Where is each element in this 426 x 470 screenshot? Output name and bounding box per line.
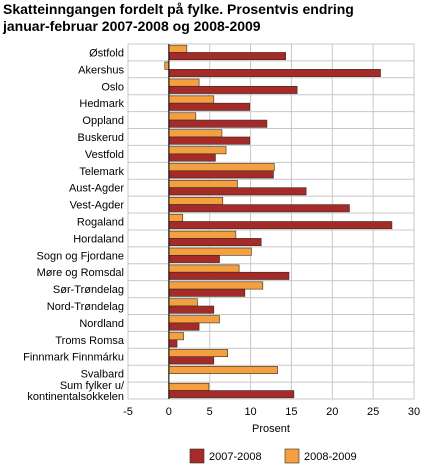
bar-2007-2008 — [168, 221, 393, 230]
legend: 2007-2008 2008-2009 — [189, 448, 357, 464]
bar-2007-2008 — [168, 322, 200, 331]
chart-title-line-1: Skatteinngangen fordelt på fylke. Prosen… — [3, 1, 354, 17]
bar-2008-2009 — [168, 366, 278, 374]
bar-2008-2009 — [168, 44, 188, 53]
category-label: Aust-Agder — [69, 183, 124, 195]
bar-2007-2008 — [168, 187, 307, 196]
category-label: Finnmark Finnmárku — [23, 352, 124, 364]
bar-2008-2009 — [168, 146, 227, 155]
bar-2008-2009 — [168, 315, 220, 324]
category-label: kontinentalsokkelen — [27, 391, 124, 403]
category-label: Hedmark — [79, 98, 124, 110]
category-label: Hordaland — [73, 233, 124, 245]
x-tick-label: 10 — [244, 406, 256, 418]
category-label: Vestfold — [85, 149, 124, 161]
bar-2008-2009 — [168, 264, 240, 273]
category-label: Troms Romsa — [55, 335, 125, 347]
bar-2008-2009 — [168, 349, 228, 358]
bar-2007-2008 — [168, 305, 215, 314]
category-label: Svalbard — [81, 369, 124, 381]
bar-2007-2008 — [168, 69, 381, 77]
legend-swatch — [189, 448, 205, 464]
bar-2007-2008 — [168, 288, 246, 297]
bar-2007-2008 — [168, 390, 295, 399]
bar-2007-2008 — [168, 102, 251, 111]
category-label: Buskerud — [78, 132, 124, 144]
bar-2008-2009 — [168, 213, 184, 222]
category-label: Telemark — [79, 166, 124, 178]
bar-2008-2009 — [168, 112, 197, 121]
bar-2008-2009 — [168, 247, 252, 256]
x-tick-labels: -5 0 5 10 15 20 25 30 — [123, 406, 420, 418]
bar-2008-2009 — [168, 78, 200, 87]
x-tick-label: 25 — [367, 406, 379, 418]
category-label: Oslo — [101, 81, 124, 93]
x-axis-label: Prosent — [252, 423, 290, 435]
category-label: Sum fylker u/ — [60, 380, 125, 392]
category-label: Nord-Trøndelag — [47, 301, 124, 313]
bar-2007-2008 — [168, 85, 298, 94]
bar-2007-2008 — [168, 136, 251, 145]
bar-2008-2009 — [168, 163, 275, 172]
category-label: Vest-Agder — [70, 200, 125, 212]
bar-2008-2009 — [168, 281, 264, 290]
bar-2007-2008 — [168, 204, 350, 213]
chart-title-line-2: januar-februar 2007-2008 og 2008-2009 — [3, 18, 261, 34]
bar-2007-2008 — [168, 356, 215, 365]
legend-swatch — [284, 448, 300, 464]
bar-2008-2009 — [168, 180, 238, 188]
bar-2007-2008 — [168, 52, 287, 61]
bar-2007-2008 — [168, 255, 220, 263]
category-label: Sør-Trøndelag — [53, 284, 124, 296]
category-label: Oppland — [82, 115, 124, 127]
bar-2007-2008 — [168, 153, 216, 162]
x-tick-label: 5 — [207, 406, 213, 418]
bar-2008-2009 — [168, 298, 198, 307]
bar-2008-2009 — [164, 61, 170, 70]
legend-label: 2008-2009 — [304, 451, 357, 463]
x-tick-label: 20 — [326, 406, 338, 418]
bar-2008-2009 — [168, 382, 210, 391]
category-label: Sogn og Fjordane — [37, 250, 124, 262]
bar-2008-2009 — [168, 332, 184, 341]
category-label: Akershus — [78, 64, 124, 76]
category-labels: Østfold Akershus Oslo Hedmark Oppland Buskeru… — [23, 47, 125, 403]
legend-label: 2007-2008 — [209, 451, 262, 463]
bar-2007-2008 — [168, 339, 178, 348]
category-label: Østfold — [89, 47, 124, 59]
chart-title: Skatteinngangen fordelt på fylke. Prosen… — [3, 1, 423, 35]
bar-2008-2009 — [168, 95, 215, 104]
x-tick-label: 0 — [166, 406, 172, 418]
bar-2007-2008 — [168, 119, 268, 128]
bar-2008-2009 — [168, 230, 237, 239]
bar-2007-2008 — [168, 238, 262, 247]
bar-2007-2008 — [168, 271, 290, 280]
category-label: Rogaland — [77, 217, 124, 229]
bar-2007-2008 — [168, 170, 274, 179]
bar-2008-2009 — [168, 196, 224, 205]
x-tick-label: 15 — [285, 406, 297, 418]
category-label: Møre og Romsdal — [37, 267, 124, 279]
bar-2008-2009 — [168, 129, 223, 138]
x-tick-label: 30 — [408, 406, 420, 418]
x-tick-label: -5 — [123, 406, 133, 418]
category-label: Nordland — [79, 318, 124, 330]
